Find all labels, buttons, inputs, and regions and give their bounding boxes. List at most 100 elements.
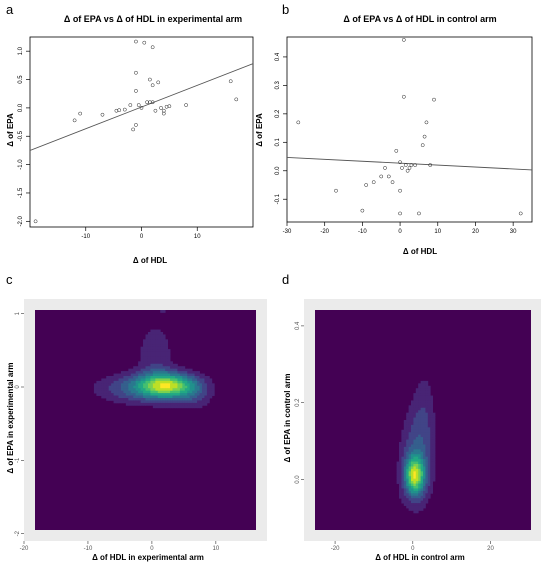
panel-c-density-cell [125, 388, 129, 392]
panel-c-density-cell [118, 388, 122, 392]
panel-d-density-cell [415, 402, 419, 406]
panel-c-density-cell [209, 395, 213, 399]
panel-c-density-cell [165, 385, 168, 389]
panel-c-density-cell [150, 332, 154, 335]
panel-c-density-cell [150, 402, 154, 406]
panel-d-density-cell [418, 429, 421, 433]
panel-b-point [518, 211, 523, 216]
panel-d-density-cell [401, 476, 405, 480]
panel-c-density-cell [167, 373, 171, 377]
panel-c-density-cell [152, 380, 156, 384]
panel-c-density-cell [123, 393, 127, 396]
panel-d-density-cell [415, 420, 419, 423]
panel-c-density-cell [165, 356, 168, 360]
panel-c-density-cell [152, 378, 156, 382]
panel-d-density-cell [415, 488, 419, 492]
panel-c-density-cell [165, 373, 168, 377]
panel-c-density-cell [172, 405, 176, 409]
panel-c-density-cell [184, 380, 188, 384]
panel-d-density-cell [423, 415, 426, 418]
panel-d-density-cell [427, 398, 431, 401]
panel-c-density-cell [177, 368, 181, 372]
panel-c-density-cell [152, 349, 156, 352]
panel-d-density-cell [403, 434, 407, 438]
panel-c-density-cell [152, 402, 156, 406]
panel-d-density-cell [415, 449, 419, 453]
panel-d-density-cell [399, 481, 402, 484]
panel-c-density-cell [147, 376, 151, 379]
panel-c-density-cell [172, 378, 176, 382]
panel-c-density-cell [152, 400, 156, 404]
panel-c-density-cell [93, 385, 97, 389]
panel-c-density-cell [133, 376, 137, 379]
panel-c-density-cell [184, 398, 188, 401]
panel-c-density-cell [157, 346, 161, 350]
panel-c-density-cell [140, 371, 144, 374]
panel-d-density-cell [418, 412, 421, 416]
panel-d-density-cell [420, 495, 424, 499]
panel-d-density-cell [425, 446, 429, 450]
panel-c-density-cell [150, 346, 154, 350]
panel-d-density-cell [423, 481, 426, 484]
panel-c-density-cell [113, 400, 117, 404]
panel-d-density-cell [415, 486, 419, 489]
panel-c-density-cell [101, 380, 105, 384]
panel-d-density-cell [406, 478, 409, 482]
panel-c-density-cell [140, 393, 144, 396]
panel-c-density-cell [172, 400, 176, 404]
panel-b-point [334, 188, 338, 193]
panel-d-density-cell [401, 464, 405, 467]
panel-d-density-cell [406, 483, 409, 487]
panel-d-density-cell [415, 446, 419, 450]
panel-d-density-cell [403, 456, 407, 460]
panel-c-density-cell [128, 393, 132, 396]
panel-letter-d: d [282, 272, 289, 287]
panel-c-density-cell [197, 371, 200, 374]
panel-d-density-cell [423, 405, 426, 409]
panel-c-density-cell [155, 366, 159, 370]
panel-d-density-cell [420, 424, 424, 428]
panel-d-density-cell [403, 429, 407, 433]
panel-d-density-cell [408, 498, 412, 502]
panel-c-density-cell [152, 336, 156, 340]
panel-d-density-cell [399, 454, 402, 458]
panel-c-density-cell [138, 393, 141, 396]
panel-c-density-cell [199, 373, 203, 377]
panel-a-point [134, 123, 138, 127]
panel-c-density-cell [174, 395, 178, 399]
panel-d-density-cell [403, 478, 407, 482]
panel-d-density-cell [411, 405, 414, 409]
panel-c-density-cell [130, 388, 134, 392]
panel-c-density-cell [192, 402, 196, 406]
panel-d-density-cell [399, 464, 402, 467]
panel-c-density-cell [209, 390, 213, 394]
panel-c-density-cell [135, 385, 139, 389]
panel-d-density-cell [425, 456, 429, 460]
panel-c-density-cell [160, 368, 164, 372]
panel-a-point [167, 104, 172, 109]
panel-c-density-cell [140, 378, 144, 382]
panel-c-density-cell [140, 366, 144, 370]
panel-d-density-cell [425, 400, 429, 404]
panel-c-density-cell [162, 354, 166, 357]
panel-d-density-cell [406, 471, 409, 475]
panel-c-density-cell [170, 393, 173, 396]
panel-d-density-cell [418, 473, 421, 477]
panel-d-density-cell [430, 446, 433, 450]
panel-a-point [134, 70, 138, 75]
panel-c-density-cell [138, 366, 141, 370]
panel-c-density-cell [155, 383, 159, 387]
panel-d-density-cell [403, 483, 407, 487]
panel-d-density-cell [432, 461, 436, 465]
panel-c-density-cell [189, 383, 193, 387]
panel-c-density-cell [138, 385, 141, 389]
panel-d-density-cell [423, 398, 426, 401]
panel-d-density-cell [427, 390, 431, 394]
panel-d-density-cell [396, 473, 400, 477]
panel-c-density-cell [192, 371, 196, 374]
panel-d-density-cell [411, 410, 414, 414]
panel-c-density-cell [143, 385, 146, 389]
panel-d-density-cell [408, 503, 412, 506]
panel-d-density-cell [413, 464, 417, 467]
panel-c-density-cell [162, 363, 166, 367]
